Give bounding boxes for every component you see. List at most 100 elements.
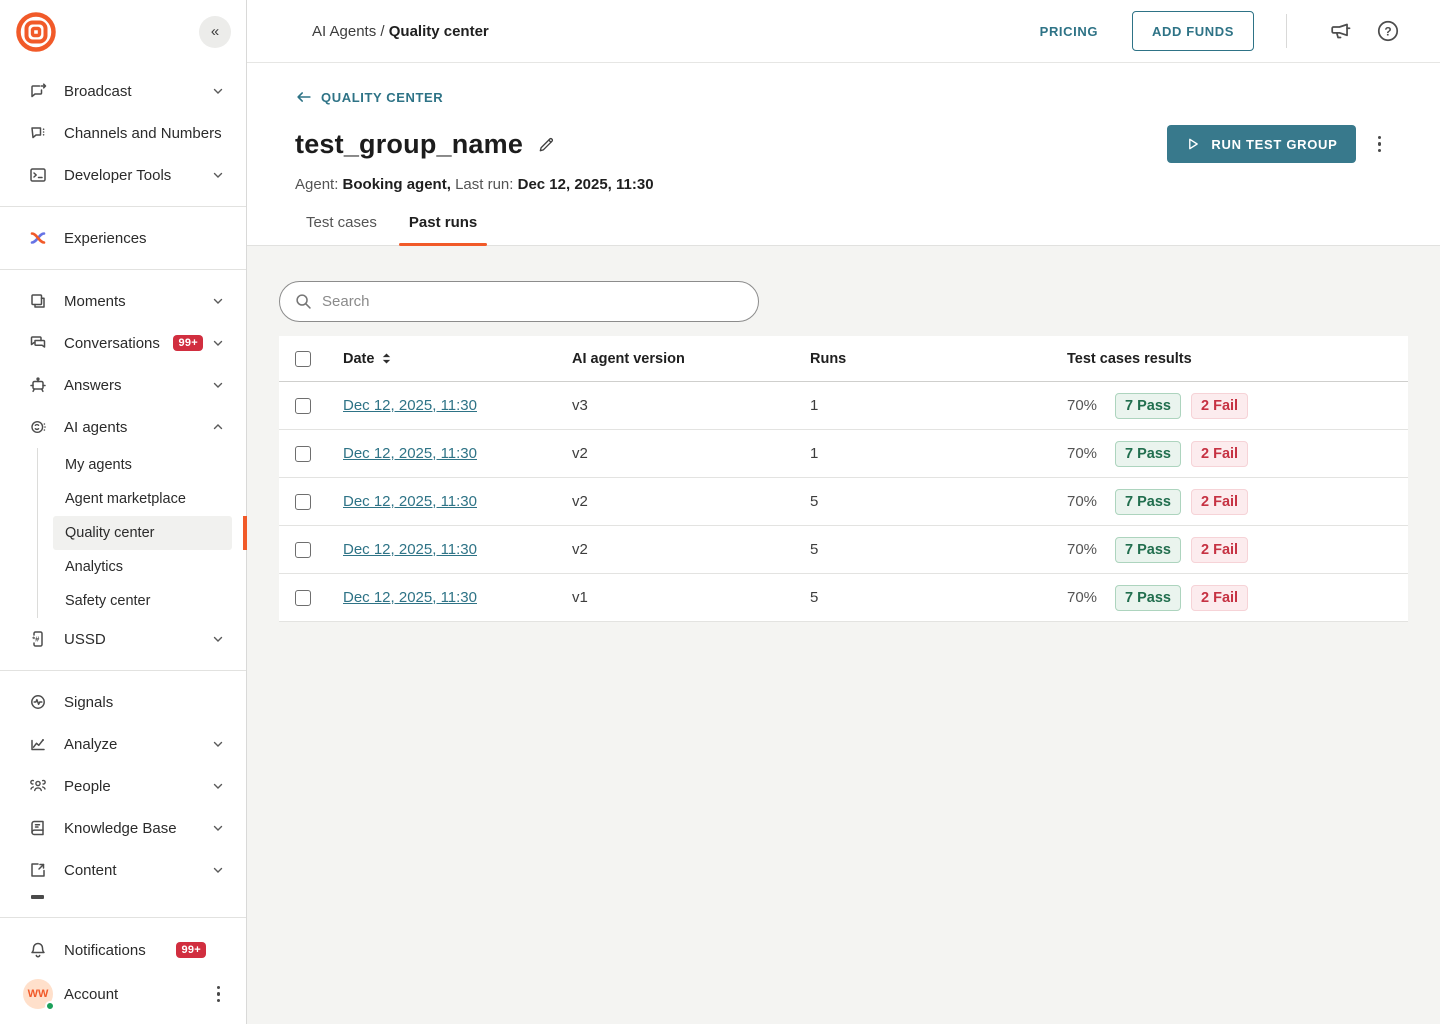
submenu-item-quality-center[interactable]: Quality center: [53, 516, 232, 550]
column-header-results: Test cases results: [1067, 350, 1192, 367]
submenu-item-my-agents[interactable]: My agents: [53, 448, 232, 482]
analyze-icon: [31, 739, 45, 751]
page-header: QUALITY CENTER test_group_name RUN TEST …: [247, 63, 1440, 246]
pricing-link[interactable]: PRICING: [1030, 16, 1108, 47]
sidebar-item-label: USSD: [64, 630, 106, 648]
tab-past-runs[interactable]: Past runs: [398, 214, 488, 246]
sidebar-item-notifications[interactable]: Notifications 99+: [0, 928, 246, 972]
results-cell: 70% 7 Pass 2 Fail: [1067, 440, 1408, 467]
pass-badge: 7 Pass: [1115, 392, 1181, 419]
sidebar-item-label: People: [64, 777, 111, 795]
breadcrumb-separator: /: [380, 22, 385, 40]
ai-agents-icon: [31, 420, 46, 434]
sidebar-item-developer-tools[interactable]: Developer Tools: [0, 154, 246, 196]
sidebar-item-account[interactable]: WW Account: [0, 972, 246, 1016]
run-date-link[interactable]: Dec 12, 2025, 11:30: [343, 540, 477, 558]
results-cell: 70% 7 Pass 2 Fail: [1067, 392, 1408, 419]
fail-badge: 2 Fail: [1191, 440, 1249, 467]
channels-icon: [31, 127, 45, 139]
announcements-button[interactable]: [1323, 14, 1357, 48]
agent-version-cell: v2: [572, 493, 588, 510]
run-date-link[interactable]: Dec 12, 2025, 11:30: [343, 492, 477, 510]
breadcrumb: AI Agents / Quality center: [312, 23, 489, 40]
account-menu-button[interactable]: [213, 982, 225, 1007]
sidebar-item-label: Experiences: [64, 229, 147, 247]
results-cell: 70% 7 Pass 2 Fail: [1067, 488, 1408, 515]
row-checkbox[interactable]: [295, 493, 311, 510]
signals-icon: [31, 695, 45, 709]
sidebar-item-label: AI agents: [64, 418, 128, 436]
row-checkbox[interactable]: [295, 541, 311, 558]
runs-cell: 5: [810, 493, 819, 510]
topbar-divider: [1286, 14, 1287, 48]
avatar: WW: [23, 979, 55, 1011]
add-funds-button[interactable]: ADD FUNDS: [1132, 11, 1254, 51]
sidebar-item-label: Conversations: [64, 334, 160, 352]
sidebar-item-label: Broadcast: [64, 82, 132, 100]
sidebar-item-ai-agents[interactable]: AI agents: [0, 406, 246, 448]
sidebar-item-label: Developer Tools: [64, 166, 172, 184]
row-checkbox[interactable]: [295, 445, 311, 462]
svg-text:?: ?: [1384, 24, 1391, 38]
sidebar-item-broadcast[interactable]: Broadcast: [0, 70, 246, 112]
conversations-icon: [30, 336, 46, 348]
edit-title-button[interactable]: [535, 133, 558, 156]
search-icon: [296, 294, 311, 309]
sidebar-item-people[interactable]: People: [0, 765, 246, 807]
chevron-down-icon: [213, 172, 223, 178]
online-status-dot: [45, 1001, 55, 1011]
more-actions-button[interactable]: [1374, 132, 1386, 157]
sidebar-item-moments[interactable]: Moments: [0, 280, 246, 322]
agent-prefix: Agent:: [295, 176, 339, 193]
sidebar-item-label: Knowledge Base: [64, 819, 177, 837]
run-date-link[interactable]: Dec 12, 2025, 11:30: [343, 588, 477, 606]
sidebar-collapse-button[interactable]: «: [199, 16, 231, 48]
agent-version-cell: v3: [572, 397, 588, 414]
back-to-quality-center-link[interactable]: QUALITY CENTER: [295, 88, 443, 106]
sidebar-item-ussd[interactable]: *# USSD: [0, 618, 246, 660]
sidebar-item-content[interactable]: Content: [0, 849, 246, 891]
sidebar-divider: [0, 206, 246, 207]
sidebar-divider: [0, 670, 246, 671]
sidebar-footer: Notifications 99+ WW Account: [0, 917, 246, 1024]
table-header-row: Date AI agent version Runs Test cases re…: [279, 336, 1408, 382]
runs-cell: 1: [810, 397, 819, 414]
search-input[interactable]: [279, 281, 759, 322]
row-checkbox[interactable]: [295, 589, 311, 606]
bell-icon: [31, 942, 45, 958]
row-checkbox[interactable]: [295, 397, 311, 414]
sidebar-item-experiences[interactable]: Experiences: [0, 217, 246, 259]
sidebar-item-signals[interactable]: Signals: [0, 681, 246, 723]
help-button[interactable]: ?: [1371, 14, 1405, 48]
tab-test-cases[interactable]: Test cases: [296, 214, 387, 245]
run-date-link[interactable]: Dec 12, 2025, 11:30: [343, 396, 477, 414]
svg-text:*#: *#: [32, 635, 40, 644]
sidebar-item-analyze[interactable]: Analyze: [0, 723, 246, 765]
pass-percentage: 70%: [1067, 541, 1098, 558]
sidebar-item-knowledge-base[interactable]: Knowledge Base: [0, 807, 246, 849]
submenu-item-analytics[interactable]: Analytics: [53, 550, 232, 584]
sidebar-item-channels-and-numbers[interactable]: Channels and Numbers: [0, 112, 246, 154]
sidebar-item-label: Content: [64, 861, 117, 879]
select-all-checkbox[interactable]: [295, 350, 311, 367]
run-date-link[interactable]: Dec 12, 2025, 11:30: [343, 444, 477, 462]
sort-icon: [383, 353, 391, 364]
pass-percentage: 70%: [1067, 397, 1098, 414]
sidebar-item-conversations[interactable]: Conversations 99+: [0, 322, 246, 364]
column-header-label: Date: [343, 350, 375, 367]
last-run-prefix: Last run:: [455, 176, 514, 193]
chevron-down-icon: [213, 825, 223, 831]
submenu-item-safety-center[interactable]: Safety center: [53, 584, 232, 618]
search-bar: [279, 281, 759, 322]
agent-name: Booking agent,: [342, 176, 451, 193]
breadcrumb-section[interactable]: AI Agents: [312, 22, 377, 40]
people-icon: [30, 779, 46, 792]
run-test-group-button[interactable]: RUN TEST GROUP: [1167, 125, 1356, 163]
submenu-item-label: Quality center: [65, 525, 155, 541]
column-header-date[interactable]: Date: [343, 351, 572, 367]
submenu-item-agent-marketplace[interactable]: Agent marketplace: [53, 482, 232, 516]
chevron-down-icon: [213, 340, 223, 346]
pencil-icon: [539, 137, 554, 151]
sidebar-item-answers[interactable]: Answers: [0, 364, 246, 406]
broadcast-icon: [31, 83, 47, 98]
